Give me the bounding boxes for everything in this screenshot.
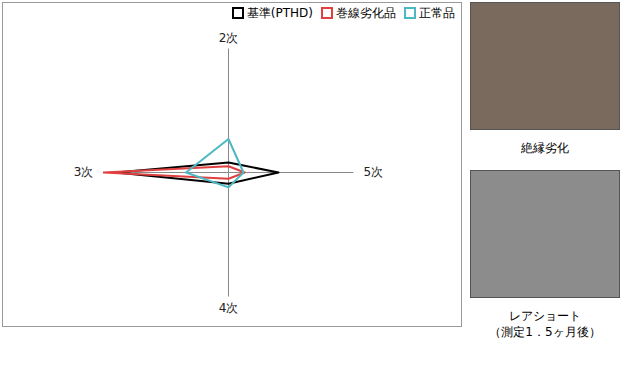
html-text:正常品: 正常品 (419, 6, 455, 20)
svg-text:4次: 4次 (219, 301, 239, 315)
svg-text:5次: 5次 (364, 165, 384, 179)
html-text:巻線劣化品: 巻線劣化品 (336, 6, 396, 20)
svg-text:3次: 3次 (74, 165, 94, 179)
html-text:絶縁劣化: 絶縁劣化 (521, 141, 569, 155)
html-text:（測定1．5ヶ月後）: （測定1．5ヶ月後） (489, 325, 601, 339)
html-text:レアショート: レアショート (509, 309, 581, 323)
html-text:基準(PTHD): 基準(PTHD) (246, 6, 313, 20)
svg-text:2次: 2次 (219, 31, 239, 45)
